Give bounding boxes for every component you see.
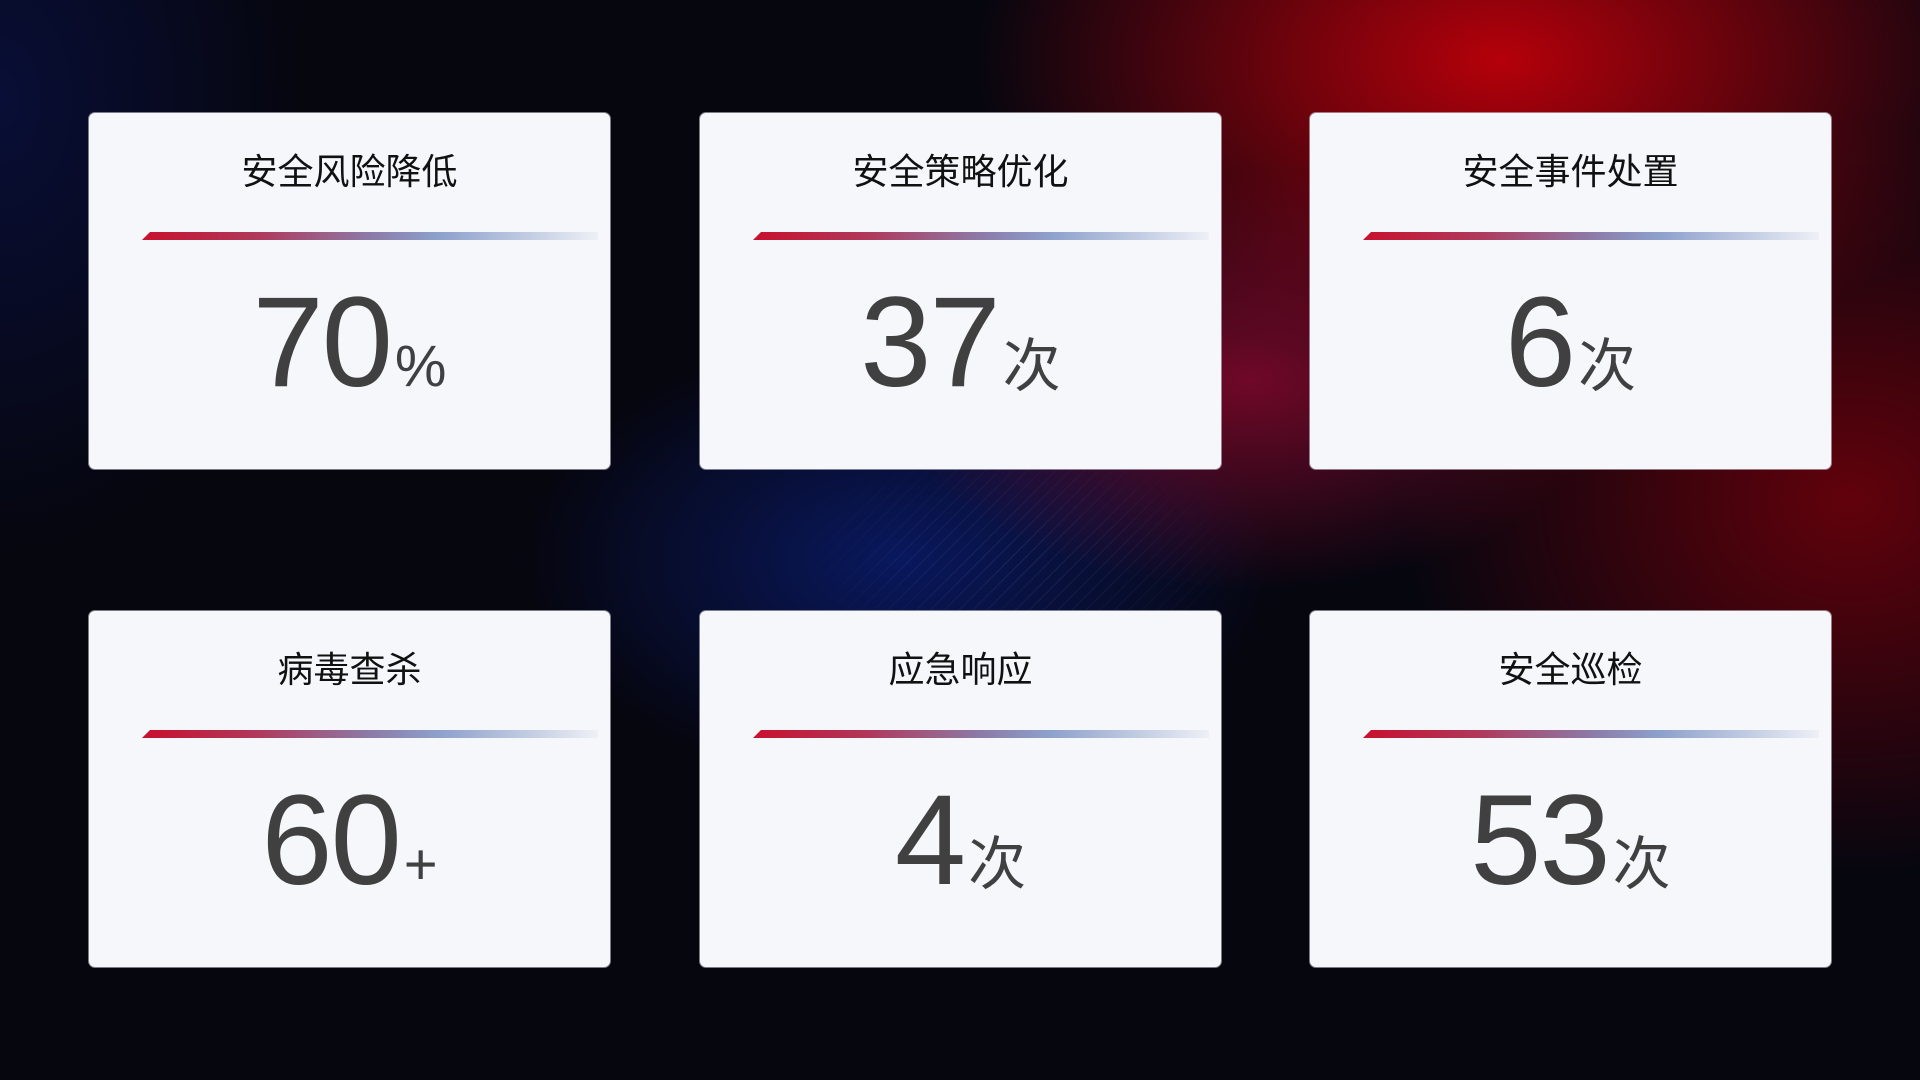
card-value: 70% (89, 273, 610, 413)
card-title: 安全风险降低 (241, 152, 458, 193)
value-unit: % (394, 334, 447, 399)
value-number: 53 (1470, 769, 1610, 912)
value-unit: 次 (1612, 832, 1671, 897)
card-value: 6次 (1310, 273, 1831, 413)
value-unit: 次 (968, 832, 1027, 897)
value-unit: 次 (1002, 334, 1061, 399)
card-title: 病毒查杀 (277, 650, 422, 691)
card-value: 4次 (700, 771, 1221, 911)
value-unit: 次 (1578, 334, 1637, 399)
card-title: 安全事件处置 (1462, 152, 1679, 193)
stat-card-emergency-response: 应急响应 4次 (700, 611, 1221, 967)
card-title: 应急响应 (888, 650, 1033, 691)
card-title: 安全策略优化 (852, 152, 1069, 193)
gradient-divider (1363, 232, 1819, 240)
value-number: 4 (894, 769, 966, 912)
stat-card-incident-handling: 安全事件处置 6次 (1310, 113, 1831, 469)
stat-card-security-inspection: 安全巡检 53次 (1310, 611, 1831, 967)
card-value: 60+ (89, 771, 610, 911)
card-title: 安全巡检 (1498, 650, 1643, 691)
value-number: 6 (1504, 271, 1576, 414)
stat-card-virus-removal: 病毒查杀 60+ (89, 611, 610, 967)
stat-card-risk-reduction: 安全风险降低 70% (89, 113, 610, 469)
gradient-divider (753, 730, 1209, 738)
stat-card-policy-optimization: 安全策略优化 37次 (700, 113, 1221, 469)
gradient-divider (753, 232, 1209, 240)
value-number: 37 (860, 271, 1000, 414)
card-value: 53次 (1310, 771, 1831, 911)
value-number: 60 (261, 769, 401, 912)
value-unit: + (403, 832, 438, 897)
card-value: 37次 (700, 273, 1221, 413)
gradient-divider (142, 730, 598, 738)
value-number: 70 (252, 271, 393, 414)
gradient-divider (142, 232, 598, 240)
gradient-divider (1363, 730, 1819, 738)
